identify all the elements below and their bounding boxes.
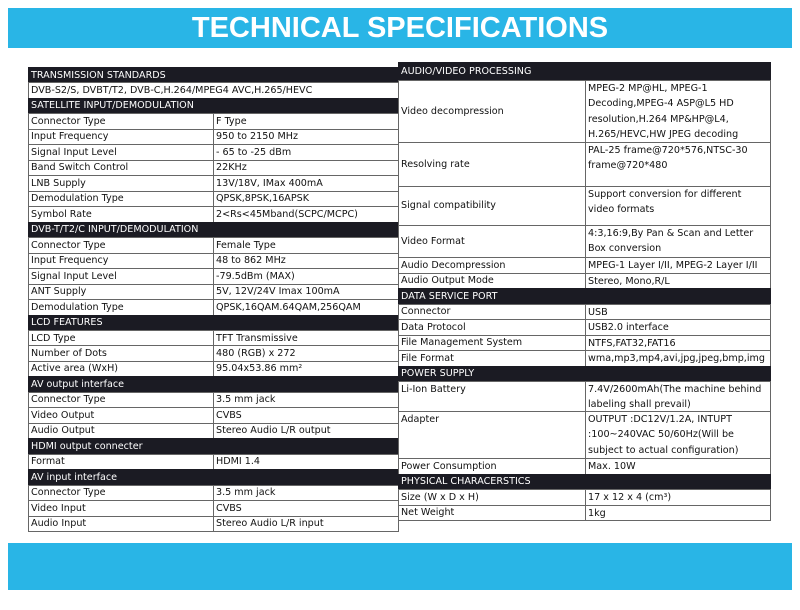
- row-label: Signal compatibility: [398, 186, 586, 226]
- row-value: QPSK,16QAM.64QAM,256QAM: [213, 299, 399, 316]
- row-value: 950 to 2150 MHz: [213, 128, 399, 146]
- row-label: Video Output: [28, 407, 214, 424]
- section-header: DATA SERVICE PORT: [398, 288, 771, 305]
- row-label: Demodulation Type: [28, 190, 214, 208]
- row-value: - 65 to -25 dBm: [213, 144, 399, 161]
- row-value: -79.5dBm (MAX): [213, 268, 399, 285]
- row-label: Audio Output: [28, 422, 214, 440]
- section-header: POWER SUPPLY: [398, 365, 771, 382]
- row-label: Band Switch Control: [28, 159, 214, 177]
- section-header: PHYSICAL CHARACERSTICS: [398, 473, 771, 490]
- row-value: CVBS: [213, 500, 399, 517]
- row-value: PAL-25 frame@720*576,NTSC-30 frame@720*4…: [585, 142, 771, 187]
- row-label: Li-Ion Battery: [398, 381, 586, 412]
- row-value: HDMI 1.4: [213, 453, 399, 471]
- row-value: 1kg: [585, 504, 771, 521]
- row-label: Audio Output Mode: [398, 272, 586, 289]
- section-header: DVB-T/T2/C INPUT/DEMODULATION: [28, 221, 399, 239]
- footer-bar: [8, 543, 792, 590]
- row-label: Format: [28, 453, 214, 471]
- row-value: Stereo Audio L/R output: [213, 422, 399, 440]
- row-value: 3.5 mm jack: [213, 484, 399, 502]
- row-label: Power Consumption: [398, 458, 586, 475]
- row-label: Audio Decompression: [398, 257, 586, 274]
- row-label: Resolving rate: [398, 142, 586, 187]
- section-header: LCD FEATURES: [28, 314, 399, 331]
- row-label: LNB Supply: [28, 175, 214, 192]
- row-value: 48 to 862 MHz: [213, 252, 399, 270]
- row-value: 22KHz: [213, 159, 399, 177]
- row-label: Data Protocol: [398, 319, 586, 336]
- banner-title: TECHNICAL SPECIFICATIONS: [8, 8, 792, 48]
- row-label: File Management System: [398, 334, 586, 351]
- row-label: Connector Type: [28, 484, 214, 502]
- row-value: Max. 10W: [585, 458, 771, 475]
- row-value: USB: [585, 303, 771, 320]
- row-value: 2<Rs<45Mband(SCPC/MCPC): [213, 206, 399, 223]
- row-label: Demodulation Type: [28, 299, 214, 316]
- row-label: Connector Type: [28, 391, 214, 409]
- row-label: File Format: [398, 350, 586, 367]
- row-value: 17 x 12 x 4 (cm³): [585, 489, 771, 506]
- row-label: Input Frequency: [28, 128, 214, 146]
- row-label: Net Weight: [398, 504, 586, 521]
- row-label: Video Input: [28, 500, 214, 517]
- row-label: Audio Input: [28, 515, 214, 533]
- row-value: Support conversion for different video f…: [585, 186, 771, 226]
- row-value: F Type: [213, 113, 399, 130]
- row-label: LCD Type: [28, 329, 214, 347]
- row-value: 95.04x53.86 mm²: [213, 360, 399, 378]
- row-label: Active area (WxH): [28, 360, 214, 378]
- row-value: QPSK,8PSK,16APSK: [213, 190, 399, 208]
- row-label: Input Frequency: [28, 252, 214, 270]
- row-label: Video decompression: [398, 80, 586, 143]
- row-value: MPEG-2 MP@HL, MPEG-1 Decoding,MPEG-4 ASP…: [585, 80, 771, 143]
- row-value: MPEG-1 Layer I/II, MPEG-2 Layer I/II: [585, 257, 771, 274]
- row-value: wma,mp3,mp4,avi,jpg,jpeg,bmp,img: [585, 350, 771, 367]
- row-label: Signal Input Level: [28, 144, 214, 161]
- row-label: Connector Type: [28, 113, 214, 130]
- full-row: DVB-S2/S, DVBT/T2, DVB-C,H.264/MPEG4 AVC…: [28, 82, 399, 99]
- row-value: Stereo, Mono,R/L: [585, 272, 771, 289]
- section-header: HDMI output connecter: [28, 438, 399, 455]
- row-label: Number of Dots: [28, 345, 214, 362]
- row-label: Adapter: [398, 411, 586, 459]
- row-value: 7.4V/2600mAh(The machine behind labeling…: [585, 381, 771, 412]
- row-value: 5V, 12V/24V Imax 100mA: [213, 283, 399, 301]
- row-label: Connector: [398, 303, 586, 320]
- row-label: Size (W x D x H): [398, 489, 586, 506]
- row-value: Female Type: [213, 237, 399, 254]
- row-label: Signal Input Level: [28, 268, 214, 285]
- row-label: Connector Type: [28, 237, 214, 254]
- section-header: AV output interface: [28, 376, 399, 393]
- row-value: Stereo Audio L/R input: [213, 515, 399, 533]
- section-header: AV input interface: [28, 469, 399, 486]
- row-value: 13V/18V, IMax 400mA: [213, 175, 399, 192]
- row-value: OUTPUT :DC12V/1.2A, INTUPT :100~240VAC 5…: [585, 411, 771, 459]
- row-value: 4:3,16:9,By Pan & Scan and Letter Box co…: [585, 225, 771, 258]
- row-label: Video Format: [398, 225, 586, 258]
- row-value: USB2.0 interface: [585, 319, 771, 336]
- row-value: 480 (RGB) x 272: [213, 345, 399, 362]
- row-value: 3.5 mm jack: [213, 391, 399, 409]
- row-value: NTFS,FAT32,FAT16: [585, 334, 771, 351]
- row-value: CVBS: [213, 407, 399, 424]
- section-header: TRANSMISSION STANDARDS: [28, 67, 399, 84]
- row-label: Symbol Rate: [28, 206, 214, 223]
- row-label: ANT Supply: [28, 283, 214, 301]
- section-header: AUDIO/VIDEO PROCESSING: [398, 62, 771, 81]
- row-value: TFT Transmissive: [213, 329, 399, 347]
- section-header: SATELLITE INPUT/DEMODULATION: [28, 97, 399, 115]
